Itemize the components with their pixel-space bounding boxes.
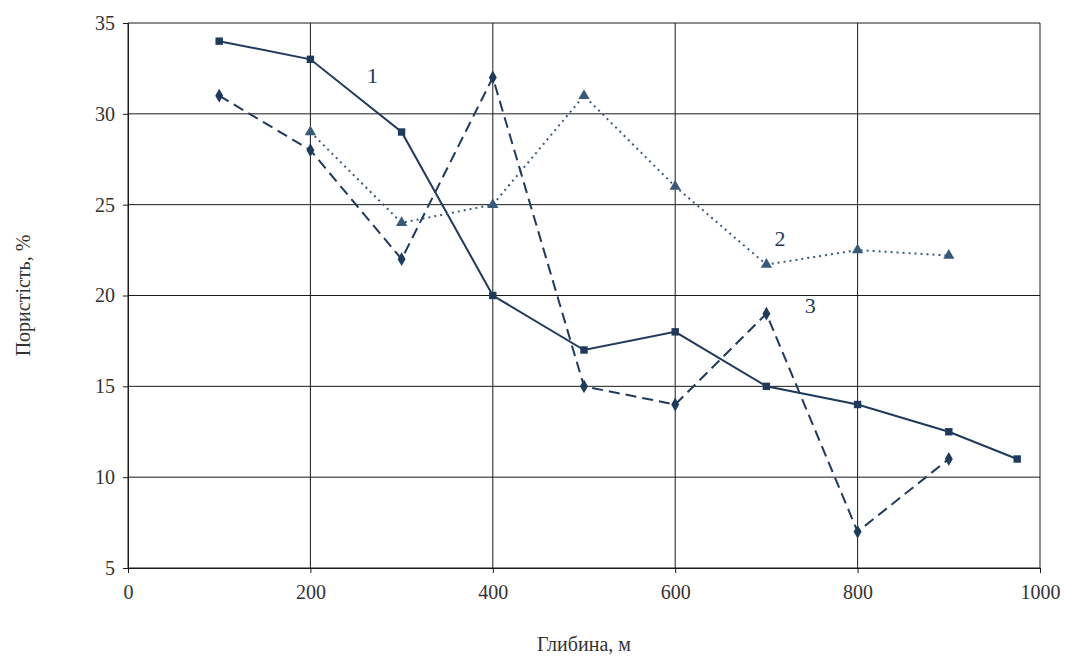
x-tick-label: 800 bbox=[843, 581, 873, 603]
series-marker bbox=[398, 128, 405, 135]
series-marker bbox=[489, 292, 496, 299]
grid-line bbox=[128, 295, 1040, 296]
x-tick-mark bbox=[858, 568, 859, 573]
chart: 0 200 400 600 800 1000 5 10 15 20 25 30 35 1 2 3 Глибина… bbox=[0, 0, 1078, 665]
x-axis-line bbox=[129, 569, 1041, 574]
series-marker bbox=[487, 198, 498, 208]
y-tick-mark bbox=[123, 114, 128, 115]
y-tick: 15 bbox=[95, 375, 128, 397]
series-marker bbox=[580, 346, 587, 353]
series-line bbox=[310, 96, 948, 265]
y-tick: 35 bbox=[95, 12, 128, 34]
x-tick-label: 600 bbox=[661, 581, 691, 603]
y-tick-mark bbox=[123, 568, 128, 569]
series-marker bbox=[489, 71, 497, 85]
series-marker bbox=[945, 452, 953, 466]
x-tick-mark bbox=[675, 568, 676, 573]
y-tick-label: 5 bbox=[105, 557, 115, 579]
x-tick: 200 bbox=[296, 568, 326, 603]
y-axis-title: Пористість, % bbox=[12, 235, 35, 357]
y-tick-label: 35 bbox=[95, 12, 115, 34]
x-tick-mark bbox=[310, 568, 311, 573]
y-axis-line bbox=[123, 24, 129, 569]
y-tick: 5 bbox=[105, 557, 128, 579]
grid-line bbox=[128, 23, 1040, 24]
series-marker bbox=[671, 328, 678, 335]
series-marker bbox=[306, 143, 314, 157]
series-group bbox=[215, 37, 1021, 538]
series-marker bbox=[854, 401, 861, 408]
x-tick: 800 bbox=[843, 568, 873, 603]
series-marker bbox=[763, 383, 770, 390]
x-tick: 400 bbox=[478, 568, 508, 603]
x-tick-label: 0 bbox=[124, 581, 134, 603]
grid bbox=[128, 23, 1040, 568]
series-marker bbox=[396, 216, 407, 226]
series-marker bbox=[943, 249, 954, 259]
series-marker bbox=[215, 37, 222, 44]
x-tick: 0 bbox=[124, 568, 134, 603]
series-line bbox=[219, 41, 1017, 459]
x-tick-label: 200 bbox=[296, 581, 326, 603]
series-marker bbox=[1013, 455, 1020, 462]
series-marker bbox=[761, 258, 772, 268]
grid-line bbox=[128, 204, 1040, 205]
series-marker bbox=[305, 125, 316, 135]
y-tick-label: 10 bbox=[95, 466, 115, 488]
x-tick: 1000 bbox=[1021, 568, 1061, 603]
y-tick-label: 20 bbox=[95, 284, 115, 306]
series-line bbox=[219, 78, 949, 532]
y-axis: 5 10 15 20 25 30 35 bbox=[95, 12, 129, 579]
grid-line bbox=[128, 113, 1040, 114]
y-tick: 20 bbox=[95, 284, 128, 306]
x-tick-mark bbox=[493, 568, 494, 573]
plot: 0 200 400 600 800 1000 5 10 15 20 25 30 35 1 2 3 bbox=[95, 12, 1061, 603]
x-tick: 600 bbox=[661, 568, 691, 603]
series-marker bbox=[852, 244, 863, 254]
y-tick-mark bbox=[123, 477, 128, 478]
annotation: 3 bbox=[805, 293, 816, 318]
series-marker bbox=[307, 56, 314, 63]
grid-line bbox=[128, 477, 1040, 478]
x-tick-mark bbox=[1040, 568, 1041, 573]
y-tick-label: 25 bbox=[95, 194, 115, 216]
series-marker bbox=[762, 307, 770, 321]
x-axis: 0 200 400 600 800 1000 bbox=[124, 568, 1061, 603]
y-tick-mark bbox=[123, 296, 128, 297]
series-marker bbox=[398, 252, 406, 266]
series-marker bbox=[671, 398, 679, 412]
series-marker bbox=[580, 379, 588, 393]
y-tick-label: 30 bbox=[95, 103, 115, 125]
series-marker bbox=[670, 180, 681, 190]
y-tick: 10 bbox=[95, 466, 128, 488]
y-tick-label: 15 bbox=[95, 375, 115, 397]
annotation: 1 bbox=[367, 63, 378, 88]
x-axis-title: Глибина, м bbox=[537, 633, 631, 655]
x-tick-label: 1000 bbox=[1021, 581, 1061, 603]
x-tick-label: 400 bbox=[478, 581, 508, 603]
series-marker bbox=[854, 525, 862, 539]
y-tick-mark bbox=[123, 386, 128, 387]
y-tick-mark bbox=[123, 205, 128, 206]
series-marker bbox=[578, 89, 589, 99]
annotation: 2 bbox=[775, 226, 786, 251]
y-tick: 25 bbox=[95, 194, 128, 216]
series-marker bbox=[215, 89, 223, 103]
y-tick-mark bbox=[123, 23, 128, 24]
series-marker bbox=[945, 428, 952, 435]
y-tick: 30 bbox=[95, 103, 128, 125]
